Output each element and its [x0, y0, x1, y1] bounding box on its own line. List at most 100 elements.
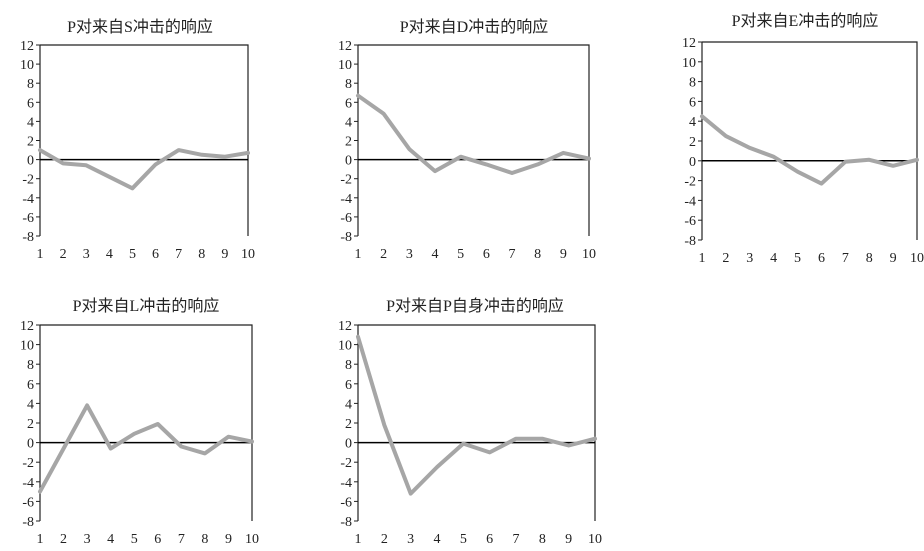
x-tick-label: 9 — [225, 532, 232, 547]
plot-frame — [40, 324, 253, 521]
y-tick-label: 2 — [345, 135, 352, 150]
x-tick-label: 8 — [539, 532, 546, 547]
x-tick-label: 3 — [407, 532, 414, 547]
y-tick-label: -8 — [22, 230, 34, 245]
y-tick-label: -8 — [340, 515, 352, 530]
y-tick-label: 6 — [345, 378, 352, 393]
x-tick-label: 4 — [106, 247, 113, 262]
response-line — [356, 334, 597, 496]
y-tick-label: 4 — [27, 115, 34, 130]
x-tick-label: 10 — [910, 251, 924, 266]
y-tick-label: -6 — [340, 211, 352, 226]
plot-frame — [358, 324, 596, 521]
x-tick-label: 8 — [866, 251, 873, 266]
x-tick-label: 10 — [245, 532, 259, 547]
x-tick-label: 6 — [486, 532, 493, 547]
y-tick-label: 10 — [20, 339, 34, 354]
response-line — [356, 93, 591, 175]
x-tick-label: 9 — [890, 251, 897, 266]
response-line — [38, 403, 254, 494]
chart-title: P对来自S冲击的响应 — [67, 17, 213, 36]
x-tick-label: 4 — [432, 247, 439, 262]
y-tick-label: 10 — [20, 58, 34, 73]
y-tick-label: -8 — [340, 230, 352, 245]
x-tick-label: 7 — [178, 532, 185, 547]
y-tick-label: -2 — [340, 456, 352, 471]
x-tick-label: 2 — [722, 251, 729, 266]
x-tick-label: 1 — [699, 251, 706, 266]
y-tick-label: 6 — [689, 95, 696, 110]
chart-title: P对来自D冲击的响应 — [400, 17, 548, 36]
x-tick-label: 5 — [457, 247, 464, 262]
x-tick-label: 4 — [107, 532, 114, 547]
y-tick-label: 8 — [689, 76, 696, 91]
plot-frame — [40, 44, 249, 236]
x-tick-label: 3 — [406, 247, 413, 262]
x-tick-label: 3 — [83, 247, 90, 262]
response-line — [700, 114, 919, 186]
y-tick-label: 4 — [345, 115, 352, 130]
chart-title: P对来自E冲击的响应 — [732, 11, 879, 30]
y-tick-label: 8 — [345, 77, 352, 92]
y-tick-label: 10 — [338, 339, 352, 354]
chart-title: P对来自L冲击的响应 — [73, 296, 220, 315]
x-tick-label: 2 — [381, 532, 388, 547]
response-line — [38, 148, 250, 191]
x-tick-label: 2 — [380, 247, 387, 262]
x-tick-label: 7 — [842, 251, 849, 266]
x-tick-label: 3 — [84, 532, 91, 547]
x-tick-label: 10 — [241, 247, 255, 262]
y-tick-label: 0 — [27, 154, 34, 169]
x-tick-label: 6 — [818, 251, 825, 266]
y-tick-label: 8 — [27, 77, 34, 92]
y-tick-label: -4 — [22, 192, 34, 207]
y-tick-label: -4 — [22, 476, 34, 491]
y-tick-label: 10 — [682, 56, 696, 71]
y-tick-label: 4 — [689, 115, 696, 130]
y-tick-label: 4 — [27, 397, 34, 412]
y-tick-label: 10 — [338, 58, 352, 73]
plot-frame — [358, 44, 590, 236]
y-tick-label: -2 — [22, 173, 34, 188]
x-tick-label: 9 — [565, 532, 572, 547]
y-tick-label: -6 — [340, 495, 352, 510]
y-tick-label: 12 — [20, 39, 34, 54]
x-tick-label: 2 — [60, 532, 67, 547]
x-tick-label: 3 — [746, 251, 753, 266]
chart-title: P对来自P自身冲击的响应 — [386, 296, 564, 315]
x-tick-label: 7 — [509, 247, 516, 262]
x-tick-label: 8 — [534, 247, 541, 262]
y-tick-label: -4 — [684, 194, 696, 209]
x-tick-label: 5 — [460, 532, 467, 547]
y-tick-label: -6 — [684, 214, 696, 229]
x-tick-label: 7 — [513, 532, 520, 547]
y-tick-label: -8 — [684, 234, 696, 249]
y-tick-label: 12 — [338, 39, 352, 54]
x-tick-label: 6 — [154, 532, 161, 547]
x-tick-label: 6 — [483, 247, 490, 262]
x-tick-label: 7 — [175, 247, 182, 262]
x-tick-label: 4 — [770, 251, 777, 266]
x-tick-label: 6 — [152, 247, 159, 262]
y-tick-label: 6 — [345, 96, 352, 111]
y-tick-label: 4 — [345, 397, 352, 412]
y-tick-label: -8 — [22, 515, 34, 530]
x-tick-label: 4 — [434, 532, 441, 547]
y-tick-label: -6 — [22, 211, 34, 226]
x-tick-label: 5 — [131, 532, 138, 547]
y-tick-label: -4 — [340, 476, 352, 491]
y-tick-label: 6 — [27, 378, 34, 393]
y-tick-label: 2 — [345, 417, 352, 432]
y-tick-label: 2 — [27, 417, 34, 432]
y-tick-label: -2 — [684, 175, 696, 190]
y-tick-label: 12 — [338, 319, 352, 334]
x-tick-label: 5 — [794, 251, 801, 266]
x-tick-label: 2 — [60, 247, 67, 262]
y-tick-label: 0 — [345, 154, 352, 169]
y-tick-label: 8 — [345, 358, 352, 373]
